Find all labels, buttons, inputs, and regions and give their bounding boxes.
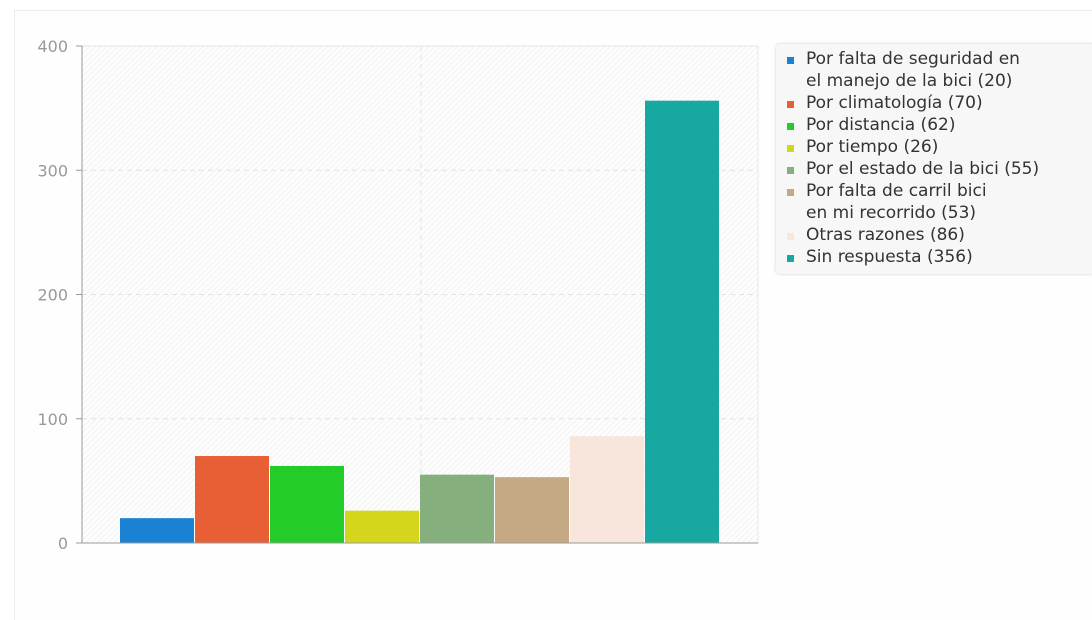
legend-label: Por el estado de la bici (55) (806, 159, 1040, 179)
legend-label: Otras razones (86) (806, 225, 965, 245)
y-tick-label: 0 (58, 534, 68, 553)
legend-label: Por falta de seguridad en el manejo de l… (806, 49, 1020, 91)
bar-5[interactable] (495, 477, 569, 543)
bar-7[interactable] (645, 100, 719, 544)
legend-swatch (787, 167, 794, 174)
legend-item[interactable]: Por distancia (62) (776, 114, 1092, 136)
y-axis-ticks: 0 100 200 300 400 (37, 37, 82, 553)
bar-6[interactable] (570, 436, 644, 543)
legend-swatch (787, 255, 794, 262)
legend-swatch (787, 123, 794, 130)
legend-label: Sin respuesta (356) (806, 247, 973, 267)
legend-label: Por tiempo (26) (806, 137, 939, 157)
legend-item[interactable]: Otras razones (86) (776, 224, 1092, 246)
y-tick-label: 300 (37, 161, 68, 180)
legend-swatch (787, 189, 794, 196)
bar-4[interactable] (420, 474, 494, 543)
bar-2[interactable] (270, 465, 344, 543)
grid-lines (82, 45, 758, 543)
legend-swatch (787, 145, 794, 152)
y-tick-label: 100 (37, 410, 68, 429)
bar-1[interactable] (195, 456, 269, 543)
legend: Por falta de seguridad en el manejo de l… (776, 44, 1092, 274)
legend-item[interactable]: Por climatología (70) (776, 92, 1092, 114)
legend-swatch (787, 57, 794, 64)
bar-3[interactable] (345, 510, 419, 543)
legend-item[interactable]: Por falta de seguridad en el manejo de l… (776, 48, 1092, 92)
legend-item[interactable]: Por tiempo (26) (776, 136, 1092, 158)
legend-item[interactable]: Por el estado de la bici (55) (776, 158, 1092, 180)
legend-swatch (787, 233, 794, 240)
legend-label: Por distancia (62) (806, 115, 956, 135)
legend-item[interactable]: Sin respuesta (356) (776, 246, 1092, 268)
legend-swatch (787, 101, 794, 108)
legend-label: Por climatología (70) (806, 93, 983, 113)
y-tick-label: 400 (37, 37, 68, 56)
legend-item[interactable]: Por falta de carril bici en mi recorrido… (776, 180, 1092, 224)
bar-0[interactable] (120, 518, 194, 543)
y-tick-label: 200 (37, 286, 68, 305)
bars (120, 100, 719, 544)
legend-label: Por falta de carril bici en mi recorrido… (806, 181, 987, 223)
